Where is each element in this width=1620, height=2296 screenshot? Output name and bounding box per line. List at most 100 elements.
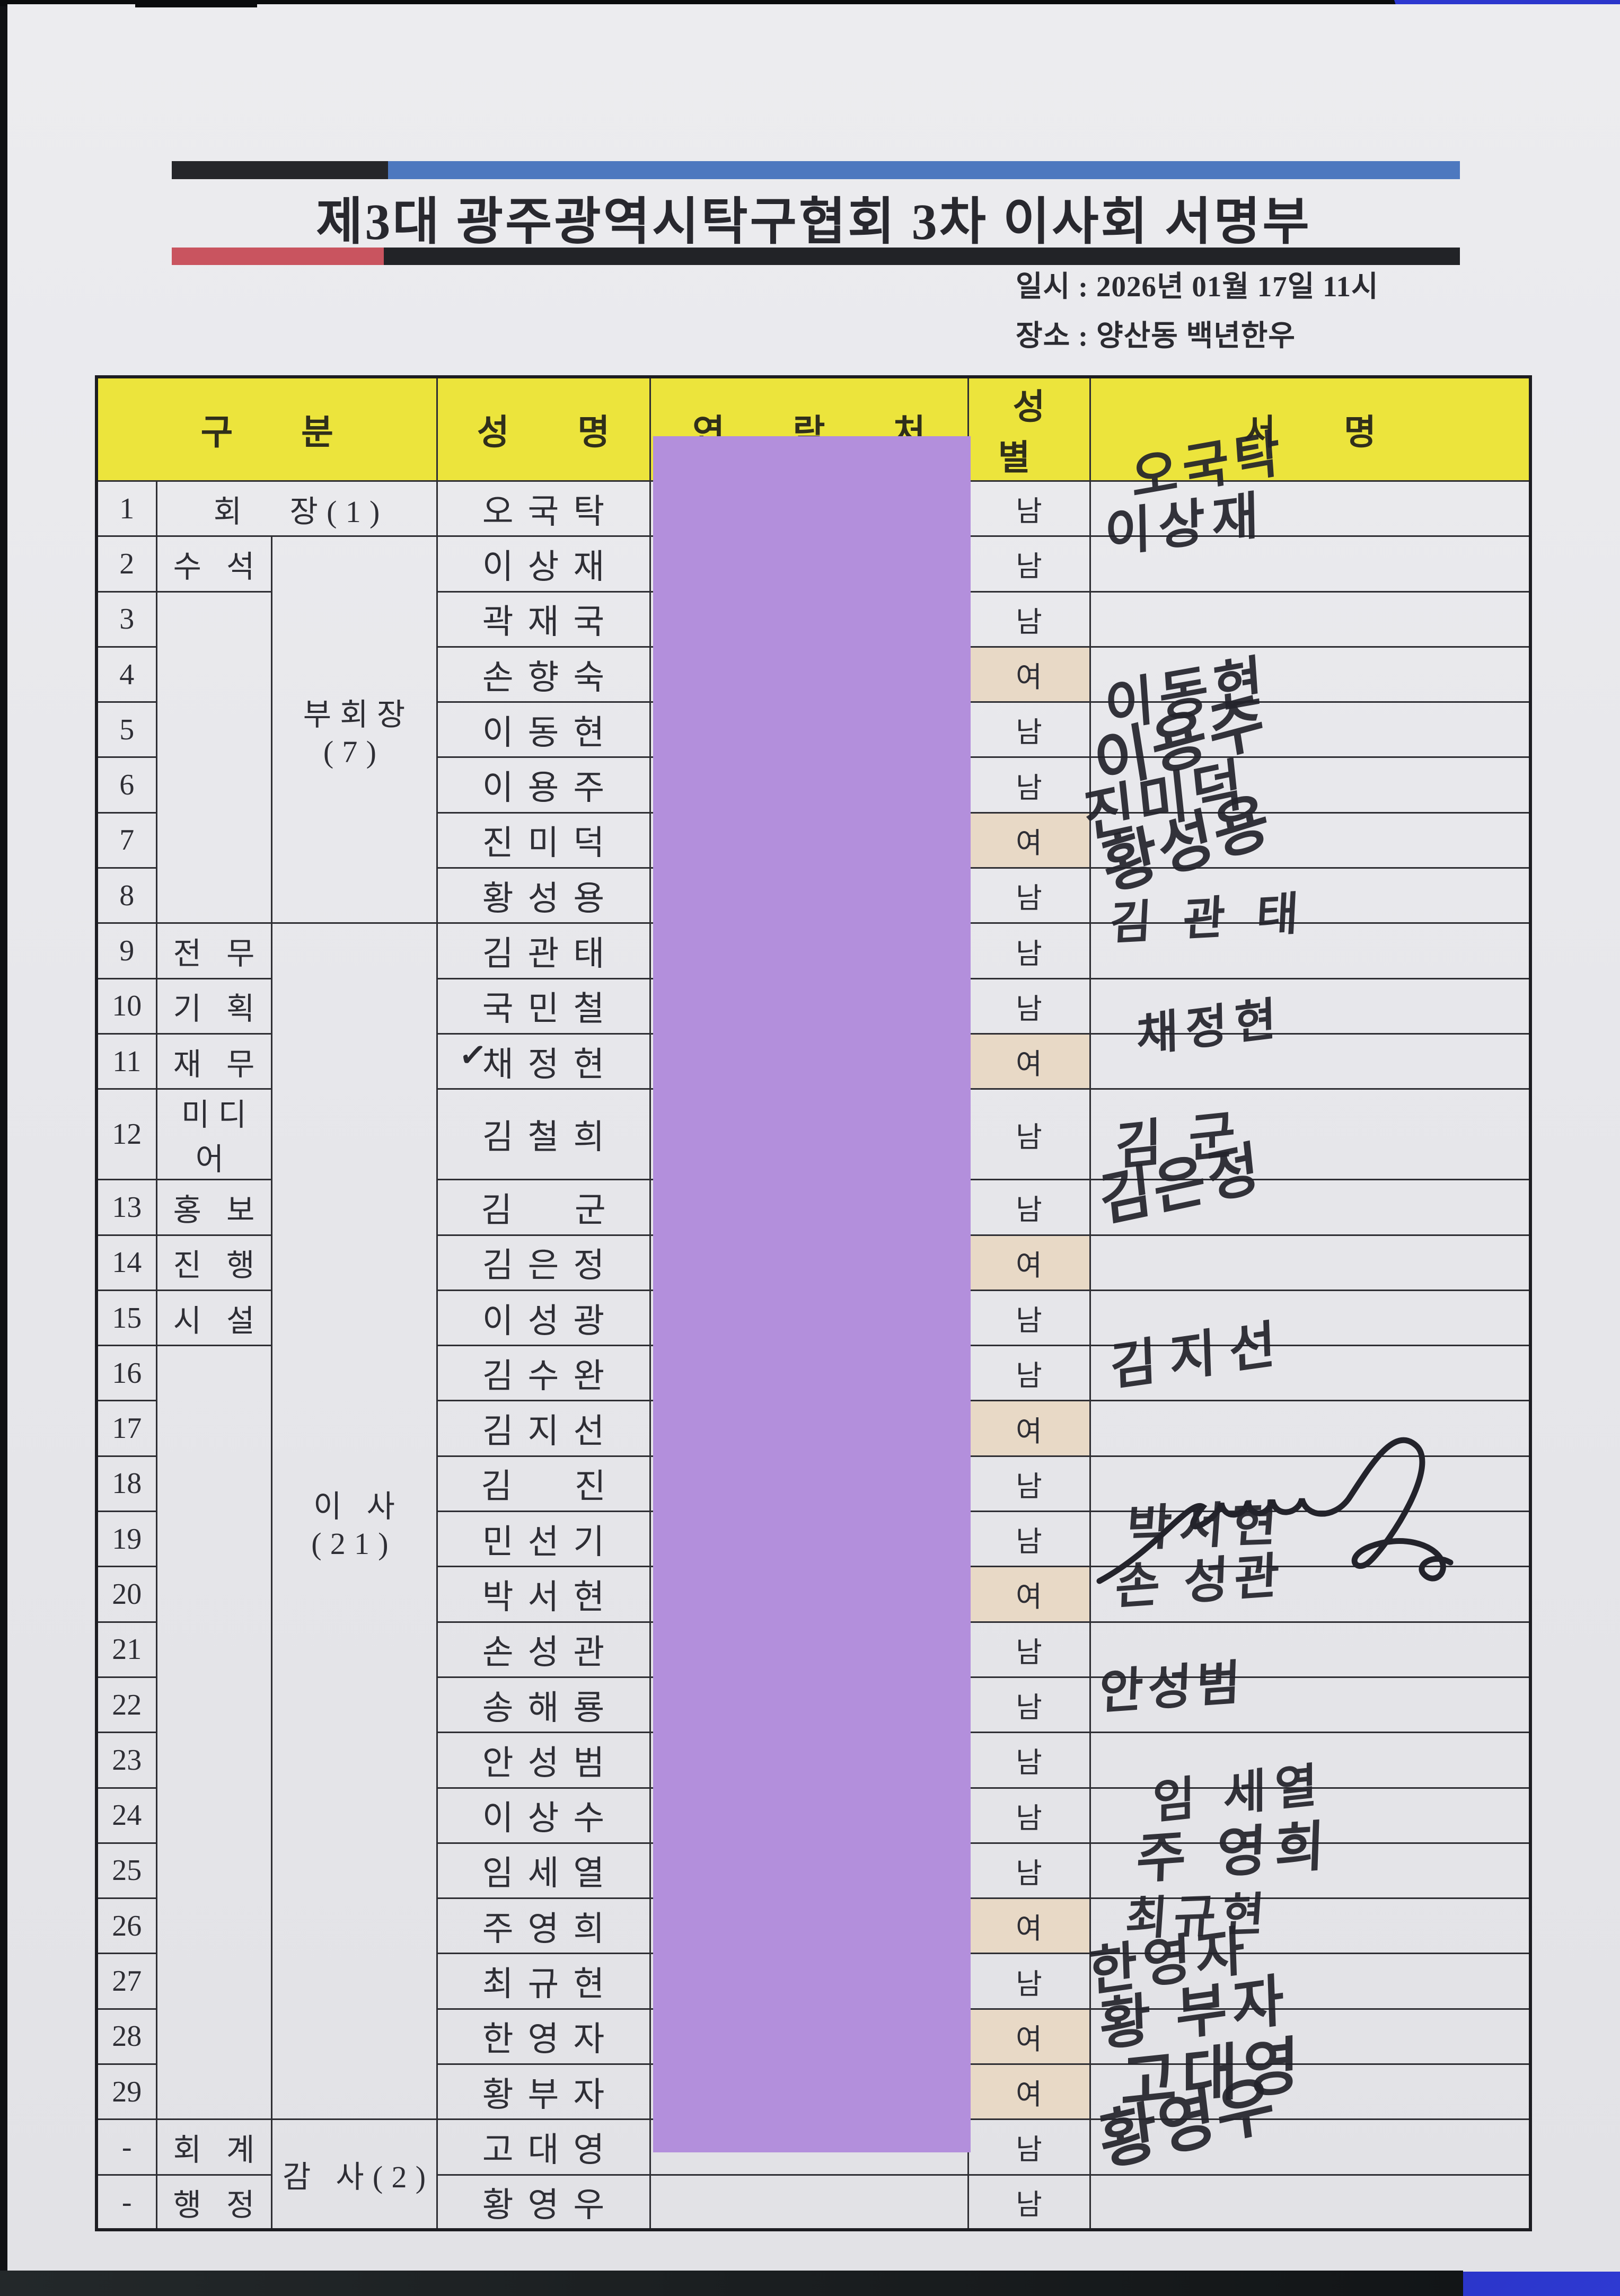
cell-gender: 남 <box>967 1842 1091 1900</box>
cell-signature <box>1089 2174 1531 2231</box>
cell-name: 김 진 <box>436 1455 651 1513</box>
cell-role-detail <box>155 590 272 924</box>
cell-role-detail: 시 설 <box>155 1289 272 1347</box>
cell-gender: 남 <box>967 2118 1091 2176</box>
cell-signature <box>1089 2063 1531 2121</box>
cell-signature <box>1089 1088 1531 1181</box>
cell-name: 민선기 <box>436 1511 651 1568</box>
cell-signature <box>1089 1953 1531 2010</box>
cell-number: 22 <box>95 1676 157 1734</box>
cell-role-group: 감 사(2) <box>270 2118 438 2231</box>
paper-sheet: 제3대 광주광역시탁구협회 3차 이사회 서명부 일시 : 2026년 01월 … <box>7 4 1620 2272</box>
cell-number: 25 <box>95 1842 157 1900</box>
cell-signature <box>1089 867 1531 924</box>
cell-signature <box>1089 1234 1531 1291</box>
cell-number: 8 <box>95 867 157 924</box>
cell-number: 12 <box>95 1088 157 1181</box>
cell-number: 26 <box>95 1897 157 1955</box>
cell-role-detail <box>155 1345 272 2121</box>
cell-gender: 남 <box>967 590 1091 648</box>
cell-number: 21 <box>95 1621 157 1678</box>
cell-contact <box>649 2174 969 2231</box>
cell-number: 10 <box>95 977 157 1035</box>
title-rule-bottom <box>172 248 1460 265</box>
cell-signature <box>1089 535 1531 593</box>
cell-gender: 남 <box>967 1289 1091 1347</box>
cell-signature <box>1089 1732 1531 1789</box>
cell-name: 김관태 <box>436 922 651 979</box>
cell-signature <box>1089 2118 1531 2176</box>
cell-name: 송해룡 <box>436 1676 651 1734</box>
cell-role-detail: 미디어 <box>155 1088 272 1181</box>
cell-number: 11 <box>95 1032 157 1090</box>
cell-gender: 남 <box>967 1732 1091 1789</box>
cell-number: 9 <box>95 922 157 979</box>
cell-gender: 남 <box>967 1676 1091 1734</box>
cell-name: 이성광 <box>436 1289 651 1347</box>
cell-signature <box>1089 646 1531 703</box>
cell-number: - <box>95 2118 157 2176</box>
cell-name: 김수완 <box>436 1345 651 1402</box>
cell-gender: 여 <box>967 2063 1091 2121</box>
cell-role-detail: 전 무 <box>155 922 272 979</box>
cell-name: 김지선 <box>436 1400 651 1457</box>
meeting-venue: 장소 : 양산동 백년한우 <box>1016 320 1296 352</box>
table-row: 25 임세열 남 <box>95 1842 1531 1900</box>
cell-number: 24 <box>95 1787 157 1844</box>
title-rule-bottom-red-segment <box>172 248 384 265</box>
cell-number: 1 <box>95 480 157 537</box>
cell-name: 한영자 <box>436 2008 651 2065</box>
title-rule-top-blue-segment <box>388 161 1460 179</box>
cell-signature <box>1089 1621 1531 1678</box>
cell-gender: 남 <box>967 1511 1091 1568</box>
cell-name: 손성관 <box>436 1621 651 1678</box>
cell-gender: 남 <box>967 2174 1091 2231</box>
cell-gender: 남 <box>967 756 1091 814</box>
cell-gender: 남 <box>967 922 1091 979</box>
cell-name: 김은정 <box>436 1234 651 1291</box>
cell-name: 안성범 <box>436 1732 651 1789</box>
cell-name: 주영희 <box>436 1897 651 1955</box>
cell-name: 고대영 <box>436 2118 651 2176</box>
cell-number: 18 <box>95 1455 157 1513</box>
cell-signature <box>1089 1400 1531 1457</box>
cell-signature <box>1089 1787 1531 1844</box>
cell-number: - <box>95 2174 157 2231</box>
cell-gender: 여 <box>967 2008 1091 2065</box>
cell-number: 20 <box>95 1566 157 1623</box>
cell-signature <box>1089 1032 1531 1090</box>
cell-gender: 여 <box>967 1897 1091 1955</box>
cell-name: 이상수 <box>436 1787 651 1844</box>
cell-signature <box>1089 977 1531 1035</box>
cell-gender: 남 <box>967 1088 1091 1181</box>
cell-name: 임세열 <box>436 1842 651 1900</box>
meeting-meta: 일시 : 2026년 01월 17일 11시 장소 : 양산동 백년한우 <box>1016 262 1546 360</box>
cell-gender: 남 <box>967 867 1091 924</box>
cell-name: 황성용 <box>436 867 651 924</box>
cell-gender: 여 <box>967 1400 1091 1457</box>
handwritten-signature: 안성범 <box>1098 1656 1246 1720</box>
cell-role-detail: 행 정 <box>155 2174 272 2231</box>
cell-number: 3 <box>95 590 157 648</box>
cell-role-detail: 진 행 <box>155 1234 272 1291</box>
signature-flourish <box>1096 1437 1454 1584</box>
cell-role-group: 부회장(7) <box>270 535 438 924</box>
cell-number: 6 <box>95 756 157 814</box>
cell-signature <box>1089 756 1531 814</box>
cell-number: 2 <box>95 535 157 593</box>
column-header: 성 별 <box>967 376 1091 482</box>
photo-bottom-edge <box>0 2271 1463 2296</box>
cell-name: 진미덕 <box>436 811 651 869</box>
cell-number: 23 <box>95 1732 157 1789</box>
cell-signature <box>1089 1842 1531 1900</box>
cell-number: 19 <box>95 1511 157 1568</box>
cell-number: 16 <box>95 1345 157 1402</box>
cell-name: 손향숙 <box>436 646 651 703</box>
cell-signature <box>1089 811 1531 869</box>
cell-signature <box>1089 922 1531 979</box>
cell-name: 최규현 <box>436 1953 651 2010</box>
cell-name: 채정현 <box>436 1032 651 1090</box>
cell-number: 14 <box>95 1234 157 1291</box>
cell-name: 이상재 <box>436 535 651 593</box>
